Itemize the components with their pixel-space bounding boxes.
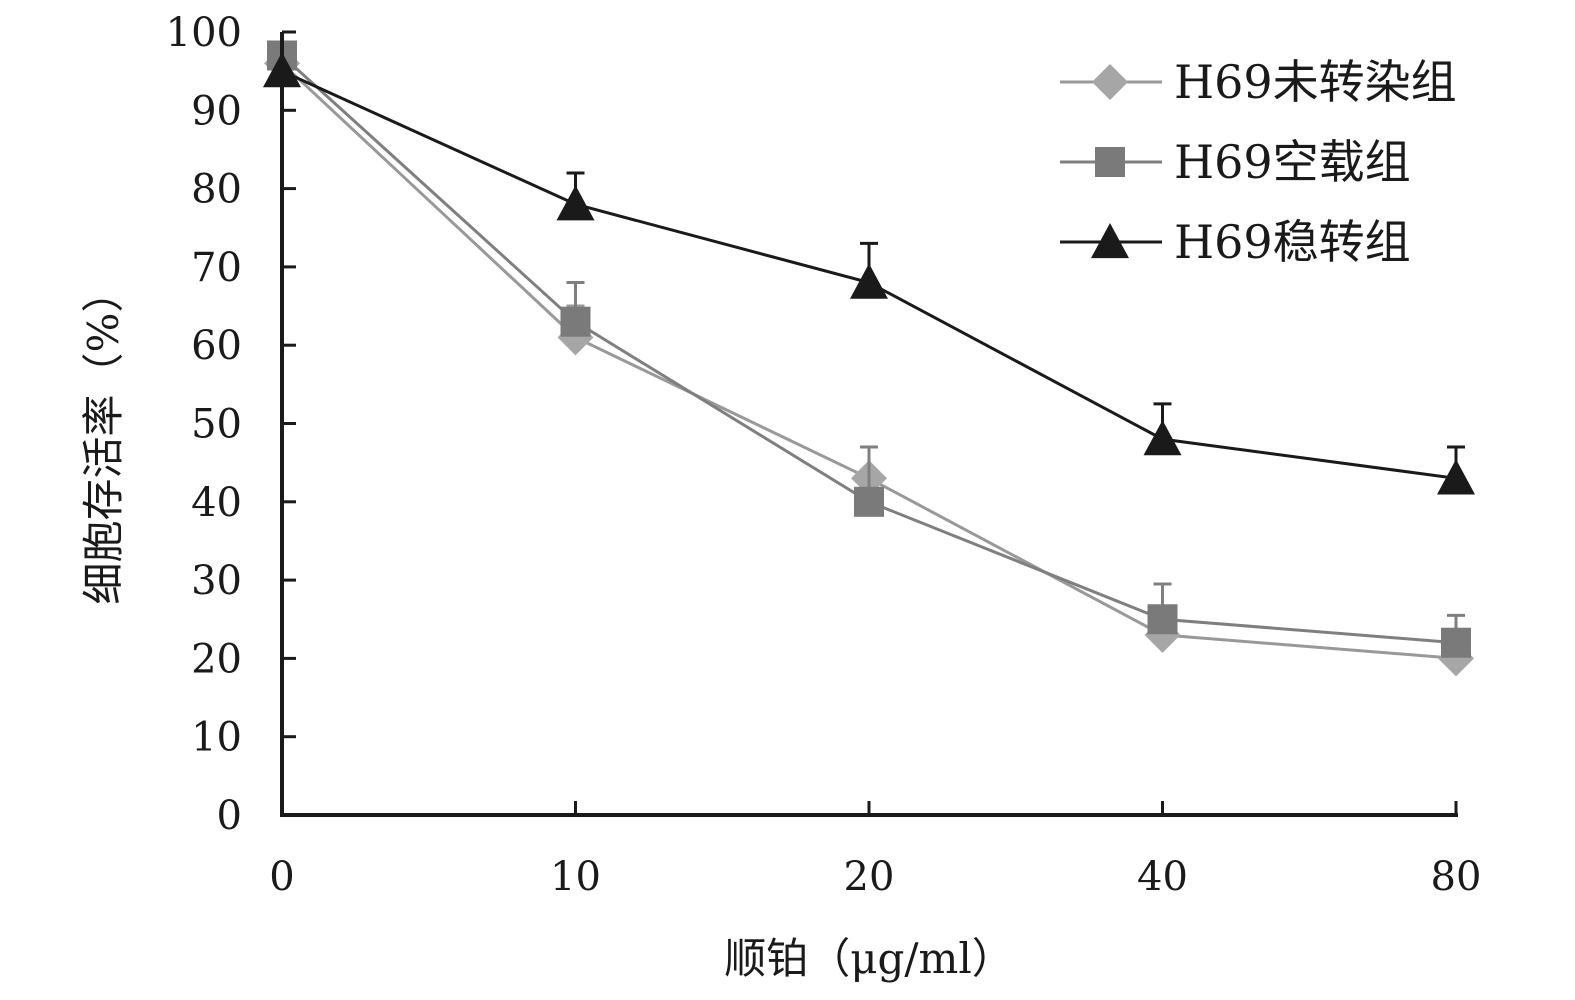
data-point	[556, 185, 595, 221]
legend: H69未转染组 H69空载组 H69稳转组	[1060, 55, 1457, 269]
y-tick-label: 70	[191, 245, 242, 291]
legend-marker	[1092, 64, 1128, 100]
legend-label: H69稳转组	[1174, 215, 1411, 269]
y-tick-label: 10	[191, 715, 242, 761]
y-tick-label: 60	[191, 323, 242, 369]
y-ticks: 0 10 20 30 40 50 60 70 80 90 100	[166, 10, 296, 839]
series-3	[263, 52, 1475, 495]
x-axis-title: 顺铂（μg/ml）	[724, 934, 1014, 983]
legend-label: H69未转染组	[1174, 55, 1457, 109]
x-tick-label: 10	[550, 854, 601, 900]
data-point	[1437, 459, 1475, 495]
data-point	[850, 263, 888, 299]
y-tick-label: 100	[166, 10, 242, 56]
data-point	[1143, 420, 1182, 456]
legend-label: H69空载组	[1174, 135, 1411, 189]
x-tick-label: 20	[844, 854, 895, 900]
data-point	[1147, 604, 1178, 635]
x-tick-label: 0	[269, 854, 294, 900]
x-tick-label: 40	[1137, 854, 1188, 900]
legend-marker	[1095, 147, 1125, 177]
x-ticks: 0 10 20 40 80	[269, 801, 1481, 900]
data-point	[854, 486, 884, 517]
series-2	[267, 40, 1471, 658]
series-layer	[263, 40, 1475, 677]
data-point	[560, 306, 591, 337]
y-tick-label: 90	[191, 88, 242, 134]
y-tick-label: 20	[191, 636, 242, 682]
y-tick-label: 50	[191, 402, 242, 448]
legend-marker	[1091, 223, 1129, 259]
y-tick-label: 80	[191, 167, 242, 213]
y-tick-label: 30	[191, 558, 242, 604]
y-axis-title: 细胞存活率（%）	[79, 271, 128, 605]
y-tick-label: 0	[217, 793, 242, 839]
data-point	[1441, 627, 1471, 658]
x-tick-label: 80	[1431, 854, 1482, 900]
y-tick-label: 40	[191, 480, 242, 526]
